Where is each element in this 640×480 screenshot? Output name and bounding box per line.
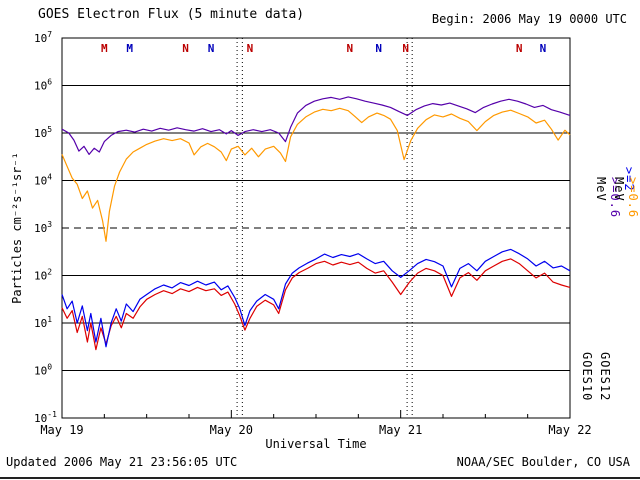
legend-goes10-ge06-label: >=0.6 [608,176,622,219]
y-tick-label: 101 [34,315,52,330]
legend-goes12-ge06-label: >=0.6 [626,176,640,219]
updated-time-label: Updated 2006 May 21 23:56:05 UTC [6,455,238,469]
legend-goes10-mev-unit: MeV [594,176,608,202]
event-letter: N [375,42,382,55]
y-axis-title: Particles cm⁻²s⁻¹sr⁻¹ [10,152,24,304]
legend-goes12-mev-unit: MeV [612,176,626,202]
y-tick-label: 103 [34,220,52,235]
series-goes12-0-6-mev [61,107,571,242]
x-tick-label: May 21 [379,423,422,437]
event-letter: N [516,42,523,55]
x-axis-title: Universal Time [265,437,367,451]
y-tick-label: 104 [34,173,52,188]
legend-goes12-name: GOES12 [598,352,612,402]
event-letter: M [126,42,133,55]
x-tick-label: May 20 [210,423,253,437]
y-tick-label: 105 [34,125,52,140]
page-title: GOES Electron Flux (5 minute data) [38,7,305,22]
event-letter: N [247,42,254,55]
y-tick-label: 102 [34,268,52,283]
plot-frame [61,37,571,419]
event-letter: N [347,42,354,55]
event-letter: N [208,42,215,55]
legend-goes10-ge2-label: >=2 [622,166,636,192]
x-tick-labels: May 19 May 20 May 21 May 22 [40,423,591,437]
event-letter: M [101,42,108,55]
legend-goes10-name: GOES10 [580,352,594,402]
x-axis-ticks [61,410,571,418]
x-tick-label: May 22 [548,423,591,437]
series-goes10-0-6-mev [61,96,571,155]
series-goes10-2-mev [61,248,571,348]
event-letter: N [540,42,547,55]
decade-gridlines [62,85,570,371]
bottom-border [0,477,640,479]
dotted-vlines [236,38,413,418]
y-tick-label: 100 [34,363,52,378]
x-tick-label: May 19 [40,423,83,437]
y-tick-label: 106 [34,78,52,93]
legend-goes12-thresholds: >=2 >=0.6 MeV [598,134,640,218]
event-letter: N [182,42,189,55]
credit-label: NOAA/SEC Boulder, CO USA [456,455,630,469]
y-tick-label: 107 [34,30,52,45]
series-goes12-2-mev [61,258,571,351]
event-letter: N [402,42,409,55]
begin-time-label: Begin: 2006 May 19 0000 UTC [431,12,627,26]
legend-goes10-thresholds: >=2 >=0.6 MeV [580,134,640,218]
